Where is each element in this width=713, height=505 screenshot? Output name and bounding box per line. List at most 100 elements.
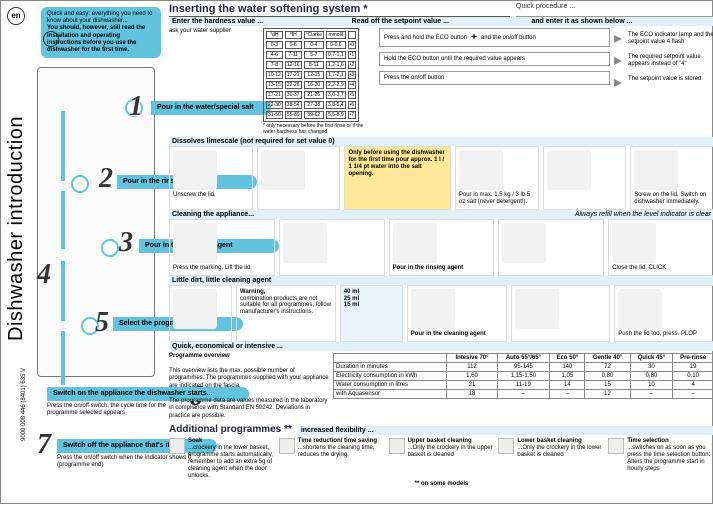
pourmax-text: Pour in max. 1.5 kg / 3 lb 5 oz salt (ne… [459, 192, 530, 205]
additional-text: ...Only the crockery in the lower basket… [517, 445, 604, 459]
additional-icon [279, 438, 295, 454]
additional-item: Lower basket cleaning...Only the crocker… [498, 438, 604, 479]
step-7-number: 7 [37, 429, 51, 461]
push-lid-icon [618, 289, 662, 329]
quick-steps: Press and hold the ECO button + and the … [379, 28, 713, 135]
cell-dosage-graph [169, 285, 232, 342]
pour-rinse-icon [393, 223, 437, 263]
step-2-node [71, 175, 89, 193]
band-qei: Quick, economical or intensive ... [169, 342, 713, 351]
cell-pourmax: Pour in max. 1.5 kg / 3 lb 5 oz salt (ne… [455, 146, 539, 210]
press-mark-icon [173, 223, 217, 263]
ask-supplier: ask your water supplier [169, 28, 259, 135]
pushlid-text: Push the lid too, press. PLOP [618, 331, 697, 337]
prog-overview-heading: Programme overview [169, 353, 230, 359]
step-3-node [101, 239, 119, 257]
cell-diagram-2 [543, 146, 627, 210]
diagram-icon [502, 223, 546, 263]
sub-read: Read off the setpoint value ... [352, 18, 532, 25]
unscrew-text: Unscrew the lid. [173, 192, 216, 198]
pourclean-text: Pour in the cleaning agent [411, 331, 486, 337]
right-area: Inserting the water softening system * Q… [169, 1, 713, 505]
warning-body: combination products are not suitable fo… [240, 296, 331, 316]
band-dirt: Little dirt, little cleaning agent [169, 276, 713, 285]
flow-line [61, 111, 65, 181]
hardness-table: °dH°fH°Clarkemmol/l 0-30-60-40-0,6•04-67… [263, 28, 359, 122]
pourrinse-text: Pour in the rinsing agent [393, 265, 464, 271]
pressmark-text: Press the marking. Lift the lid. [173, 265, 252, 271]
additional-icon [498, 438, 514, 454]
cell-diagram-3 [279, 219, 385, 276]
footnote: ** on some models [169, 481, 713, 487]
quick-step-1: Press and hold the ECO button + and the … [379, 28, 610, 47]
additional-item: Soak...crockery in the lower basket, pro… [169, 438, 275, 479]
cell-warning: Warning,combination products are not sui… [236, 285, 336, 342]
smiley-icon [43, 31, 59, 47]
cell-firsttime: Only before using the dishwasher for the… [344, 146, 450, 210]
cell-pourrinse: Pour in the rinsing agent [389, 219, 495, 276]
firsttime-text: Only before using the dishwasher for the… [348, 150, 444, 177]
additional-heading: Upper basket cleaning [408, 438, 472, 444]
screw-lid-icon [634, 150, 678, 190]
additional-text: ...crockery in the lower basket, program… [188, 445, 275, 479]
closelid-text: Close the lid. CLICK [612, 265, 666, 271]
quick-1a: Press and hold the ECO button [384, 35, 467, 41]
additional-title: Additional programmes ** [169, 422, 292, 436]
additional-item: Upper basket cleaning...Only the crocker… [389, 438, 495, 479]
tip-bubble: Quick and easy: everything you need to k… [41, 7, 161, 58]
diagram-icon [515, 289, 559, 329]
step-3-number: 3 [119, 227, 133, 259]
cell-closelid: Close the lid. CLICK [608, 219, 713, 276]
diagram-icon [283, 223, 327, 263]
cell-diagram-5 [511, 285, 611, 342]
additional-heading: Lower basket cleaning [517, 438, 581, 444]
close-lid-icon [612, 223, 656, 263]
band-cleaning: Cleaning the appliance... [169, 210, 442, 219]
screwlid-text: Screw on the lid. Switch on dishwasher i… [634, 192, 706, 205]
additional-icon [608, 438, 624, 454]
step-1-number: 1 [129, 91, 143, 123]
flow-line [61, 191, 65, 249]
left-rail: en Dishwasher introduction 9000 008 446 … [1, 1, 167, 505]
additional-heading: Time selection [627, 438, 669, 444]
quick-2-note: The required setpoint value appears inst… [614, 54, 713, 68]
quick-step-2: Hold the ECO button until the required v… [379, 52, 610, 66]
programme-table-wrap: Intesive 70°Auto 55°/65°Eco 50°Gentle 40… [333, 353, 713, 421]
programme-table: Intesive 70°Auto 55°/65°Eco 50°Gentle 40… [333, 353, 713, 399]
main-section-title: Inserting the water softening system * [169, 1, 510, 17]
additional-row: Soak...crockery in the lower basket, pro… [169, 438, 713, 479]
language-badge: en [7, 7, 25, 25]
cell-diagram-4 [498, 219, 604, 276]
quick-step-3: Press the on/off button [379, 71, 610, 85]
additional-item: Time reduction/ time saving...shortens t… [279, 438, 385, 479]
plus-icon: + [471, 32, 477, 43]
band-refill: Always refill when the level indicator i… [442, 210, 713, 219]
band-dissolve: Dissolves limescale (not required for se… [169, 137, 713, 146]
unscrew-icon [173, 150, 217, 190]
page-title: Dishwasher introduction [5, 116, 28, 341]
cell-dosage-values: 40 ml 25 ml 15 ml [340, 285, 403, 342]
additional-heading: Time reduction/ time saving [298, 438, 377, 444]
pour-salt-icon [459, 150, 503, 190]
additional-text: ...shortens the cleaning time, reduces t… [298, 445, 385, 459]
step-2-number: 2 [99, 163, 113, 195]
step-5-number: 5 [95, 307, 109, 339]
quick-1b: and the on/off button [481, 35, 536, 41]
programme-meta: Programme overview This overview lists t… [169, 353, 329, 421]
quick-procedure-label: Quick procedure ... [516, 1, 713, 17]
sub-enterbelow: and enter it as shown below ... [531, 18, 711, 25]
quick-3-note: The setpoint value is stored [614, 76, 713, 83]
additional-item: Time selection...switches on as soon as … [608, 438, 713, 479]
hardness-table-wrap: °dH°fH°Clarkemmol/l 0-30-60-40-0,6•04-67… [263, 28, 375, 135]
cell-unscrew: Unscrew the lid. [169, 146, 253, 210]
cell-pourclean: Pour in the cleaning agent [407, 285, 507, 342]
additional-icon [389, 438, 405, 454]
warning-heading: Warning, [240, 289, 265, 295]
cell-pressmark: Press the marking. Lift the lid. [169, 219, 275, 276]
cell-diagram [257, 146, 341, 210]
hardness-note: * only necessary before the first rinse … [263, 123, 375, 135]
diagram-icon [261, 150, 305, 190]
flow-line [61, 261, 65, 321]
part-number: 9000 008 446 (8401) 635 V [21, 368, 27, 441]
cell-screwlid: Screw on the lid. Switch on dishwasher i… [630, 146, 713, 210]
